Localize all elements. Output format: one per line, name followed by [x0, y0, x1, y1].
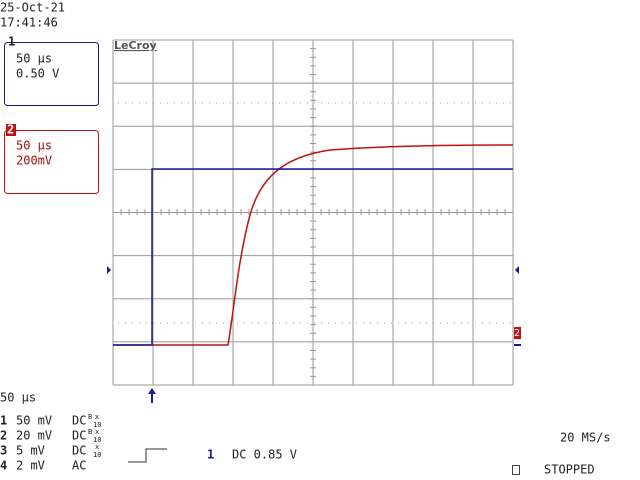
- row-volts: 50 mV: [16, 414, 52, 428]
- channel-number: 2: [7, 123, 14, 137]
- row-probe-x: x: [95, 443, 99, 451]
- date: 25-Oct-21: [0, 1, 65, 15]
- row-number: 1: [0, 414, 7, 428]
- channel-scale: 200mV: [16, 154, 52, 168]
- level-marker: [107, 266, 111, 274]
- status-box: [512, 465, 520, 475]
- row-number: 2: [0, 429, 7, 443]
- row-probe-factor: 10: [93, 421, 101, 429]
- channel-box: [4, 42, 99, 106]
- row-volts: 20 mV: [16, 429, 52, 443]
- graticule: [112, 39, 514, 386]
- row-volts: 5 mV: [16, 444, 45, 458]
- channel-box: [4, 130, 99, 194]
- row-probe-factor: 10: [93, 436, 101, 444]
- row-bw: B: [88, 428, 92, 436]
- row-probe-x: x: [95, 413, 99, 421]
- level-marker: [515, 266, 519, 274]
- channel-number-bg: [6, 124, 16, 136]
- status: STOPPED: [544, 463, 595, 477]
- row-number: 3: [0, 444, 7, 458]
- row-probe-x: x: [95, 428, 99, 436]
- trace-marker: 2: [514, 328, 520, 339]
- sample-rate: 20 MS/s: [560, 431, 611, 445]
- row-number: 4: [0, 459, 7, 473]
- channel-timebase: 50 µs: [16, 139, 52, 153]
- row-coupling: DC: [72, 444, 86, 458]
- row-volts: 2 mV: [16, 459, 45, 473]
- channel-number: 1: [8, 35, 15, 49]
- row-coupling: DC: [72, 414, 86, 428]
- trigger-slope: [128, 448, 167, 463]
- trigger-channel: 1: [207, 448, 214, 462]
- trace-marker-bg: [514, 327, 521, 339]
- time: 17:41:46: [0, 16, 58, 30]
- trace-2: [113, 144, 514, 346]
- logo: LeCroy: [114, 39, 157, 52]
- trigger-position: [148, 388, 156, 403]
- channel-scale: 0.50 V: [16, 67, 59, 81]
- row-probe-factor: 10: [93, 451, 101, 459]
- trace-1: [113, 168, 513, 346]
- trigger-level: DC 0.85 V: [232, 448, 297, 462]
- footer-timebase: 50 µs: [0, 391, 36, 405]
- channel-timebase: 50 µs: [16, 52, 52, 66]
- row-coupling: DC: [72, 429, 86, 443]
- row-coupling: AC: [72, 459, 86, 473]
- dotted-lines: [118, 102, 513, 324]
- row-bw: B: [88, 413, 92, 421]
